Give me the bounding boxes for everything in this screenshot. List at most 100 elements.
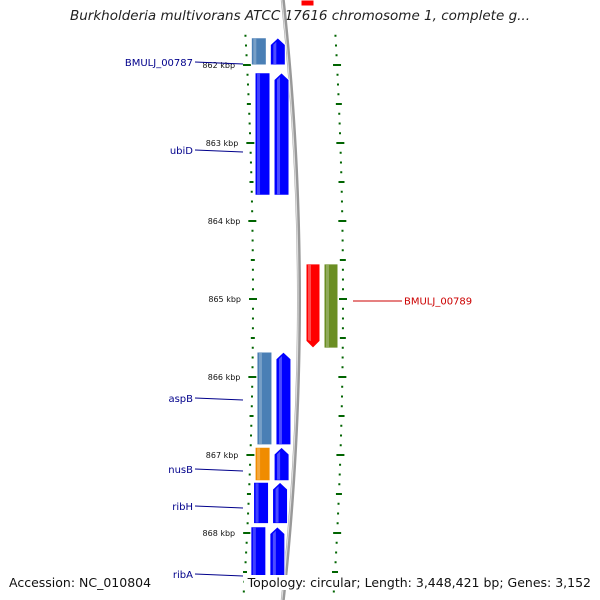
tick-right — [338, 298, 347, 300]
tick-left — [248, 483, 251, 486]
tick-right — [337, 512, 340, 515]
tick-left — [251, 317, 254, 320]
tick-left — [250, 434, 253, 437]
gene-label-ribA: ribA — [173, 570, 193, 581]
gene-label-ribH: ribH — [172, 502, 193, 513]
tick-right — [334, 34, 337, 37]
tick-left — [249, 151, 252, 154]
tick-right — [341, 239, 344, 242]
tick-right — [340, 434, 343, 437]
cds-highlight — [272, 530, 276, 587]
tick-left — [250, 337, 255, 339]
tick-left — [244, 561, 247, 564]
tick-right — [338, 415, 345, 417]
leader-line — [194, 397, 244, 401]
tick-left — [243, 64, 252, 66]
leader-line — [194, 61, 244, 65]
gene-label-nusB: nusB — [168, 465, 193, 476]
tick-right — [339, 463, 342, 466]
gene-highlight — [252, 527, 256, 587]
tick-layer: 862 kbp 863 kbp 864 kbp 865 kbp 866 kbp 867 k… — [202, 34, 347, 593]
tick-right — [341, 356, 344, 359]
cds-highlight — [278, 356, 282, 444]
tick-right — [335, 103, 342, 105]
tick-right — [333, 532, 342, 534]
tick-left — [251, 288, 254, 291]
tick-right — [335, 44, 338, 47]
tick-right — [338, 112, 341, 115]
map-title: Burkholderia multivorans ATCC 17616 chro… — [69, 8, 531, 24]
tick-label: 863 kbp — [206, 139, 239, 148]
gene-highlight — [257, 448, 261, 480]
gene-label-BMULJ_00787: BMULJ_00787 — [125, 58, 193, 69]
tick-left — [251, 366, 254, 369]
tick-right — [339, 444, 342, 447]
tick-right — [340, 395, 343, 398]
tick-left — [251, 210, 254, 213]
tick-right — [341, 366, 344, 369]
gene-highlight — [257, 73, 261, 195]
leader-line — [194, 468, 244, 472]
cds-arrow-forward — [273, 446, 290, 482]
tick-right — [333, 64, 342, 66]
tick-right — [338, 122, 341, 125]
tick-left — [249, 181, 254, 183]
tick-left — [251, 278, 254, 281]
gene-label-ubiD: ubiD — [170, 146, 193, 157]
tick-left — [251, 249, 254, 252]
tick-left — [251, 346, 254, 349]
tick-right — [335, 541, 338, 544]
tick-left — [250, 424, 253, 427]
tick-left — [251, 356, 254, 359]
tick-right — [337, 502, 340, 505]
tick-right — [340, 424, 343, 427]
tick-left — [250, 200, 253, 203]
tick-left — [246, 522, 249, 525]
gene-feature — [254, 72, 271, 196]
features-layer — [250, 0, 339, 589]
tick-left — [250, 395, 253, 398]
cds-arrow-forward — [269, 37, 286, 66]
tick-right — [340, 190, 343, 193]
backbone — [280, 0, 302, 600]
labels-layer: BMULJ_00787 ubiD BMULJ_00789 aspB nusB ribH ri… — [125, 58, 472, 581]
tick-left — [248, 112, 251, 115]
gene-label-BMULJ_00789: BMULJ_00789 — [404, 297, 472, 308]
tick-right — [332, 590, 335, 593]
tick-left — [246, 493, 251, 495]
tick-left — [246, 103, 251, 105]
tick-right — [341, 307, 344, 310]
gene-feature — [256, 351, 273, 446]
tick-left — [246, 83, 249, 86]
tick-label: 868 kbp — [203, 529, 236, 538]
cds-arrow-forward — [275, 351, 292, 446]
tick-label: 867 kbp — [206, 451, 239, 460]
tick-label: 866 kbp — [208, 373, 241, 382]
tick-right — [335, 54, 338, 57]
tick-right — [341, 346, 344, 349]
tick-right — [339, 161, 342, 164]
tick-left — [247, 93, 250, 96]
tick-left — [248, 220, 257, 222]
tick-right — [341, 385, 344, 388]
backbone-highlight — [281, 0, 299, 600]
gene-label-aspB: aspB — [168, 394, 193, 405]
tick-left — [251, 327, 254, 330]
tick-left — [246, 454, 255, 456]
tick-left — [243, 571, 248, 573]
tick-left — [249, 415, 254, 417]
tick-right — [341, 210, 344, 213]
tick-left — [249, 444, 252, 447]
tick-right — [338, 473, 341, 476]
tick-label: 864 kbp — [208, 217, 241, 226]
cds-highlight — [277, 451, 281, 480]
accession-label: Accession: NC_010804 — [9, 575, 152, 590]
cds-highlight — [308, 264, 311, 342]
gene-highlight — [255, 483, 259, 523]
tick-right — [336, 73, 339, 76]
tick-right — [341, 327, 344, 330]
tick-left — [251, 229, 254, 232]
genome-summary: Topology: circular; Length: 3,448,421 bp… — [243, 575, 591, 590]
tick-label: 862 kbp — [202, 61, 235, 70]
